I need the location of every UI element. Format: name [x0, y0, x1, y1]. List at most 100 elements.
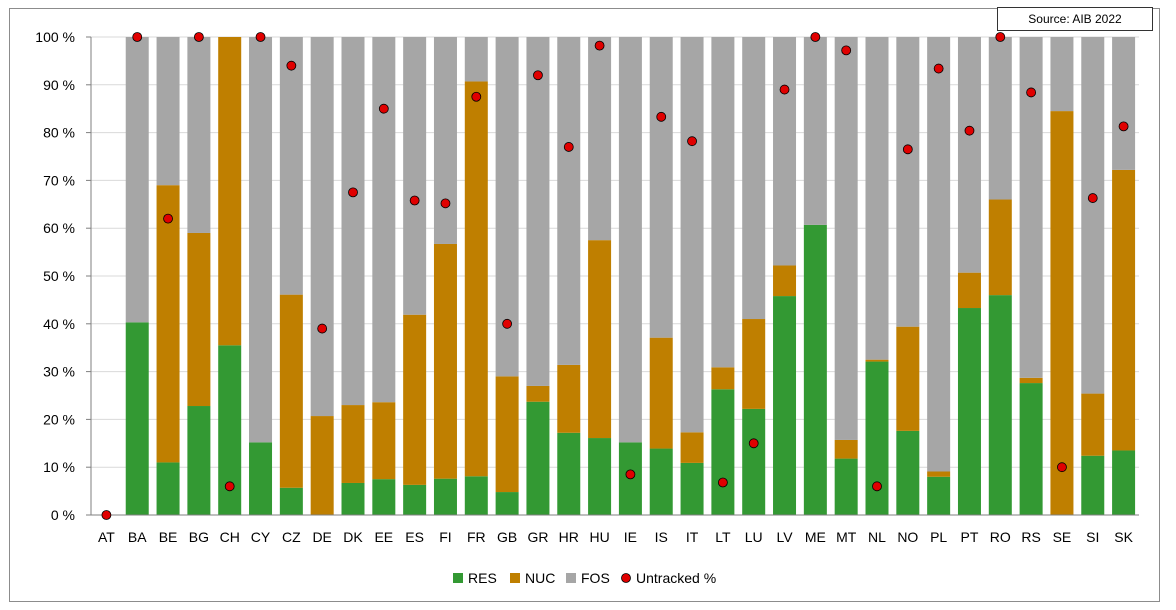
- bar-res-lu: [742, 408, 766, 515]
- x-tick-label: FR: [467, 529, 486, 545]
- bar-res-is: [649, 448, 673, 515]
- bar-nuc-gr: [526, 385, 550, 402]
- untracked-point-nl: [872, 481, 882, 492]
- bar-nuc-ch: [218, 37, 242, 346]
- bar-fos-mt: [834, 37, 858, 440]
- y-tick-label: 0 %: [51, 507, 75, 523]
- x-tick-label: SI: [1086, 529, 1099, 545]
- bar-res-si: [1081, 455, 1105, 515]
- bar-res-ee: [372, 479, 396, 515]
- bar-nuc-it: [680, 432, 704, 463]
- bar-res-cy: [249, 442, 273, 515]
- legend: RES NUC FOS Untracked %: [453, 570, 716, 586]
- bar-res-me: [803, 224, 827, 515]
- y-tick-label: 100 %: [35, 29, 75, 45]
- legend-label: NUC: [525, 570, 555, 586]
- bar-nuc-nl: [865, 359, 889, 362]
- bar-fos-pl: [927, 37, 951, 472]
- untracked-point-fi: [440, 198, 451, 209]
- bar-res-ba: [125, 322, 149, 515]
- y-tick-label: 70 %: [43, 172, 75, 188]
- bar-nuc-fi: [433, 243, 457, 479]
- y-tick-label: 60 %: [43, 220, 75, 236]
- x-tick-label: AT: [98, 529, 115, 545]
- untracked-point-pl: [933, 63, 944, 74]
- x-tick-label: NL: [868, 529, 886, 545]
- y-tick-label: 30 %: [43, 364, 75, 380]
- bar-res-no: [896, 430, 920, 515]
- bar-nuc-lt: [711, 367, 735, 390]
- bar-fos-it: [680, 37, 704, 433]
- bar-fos-ro: [988, 37, 1012, 200]
- untracked-point-fr: [471, 91, 482, 102]
- untracked-point-cz: [286, 60, 297, 71]
- x-tick-label: HU: [589, 529, 609, 545]
- untracked-point-lt: [717, 477, 728, 488]
- bar-nuc-lv: [773, 265, 797, 297]
- untracked-point-ch: [224, 481, 235, 492]
- bars: [125, 37, 1136, 515]
- y-tick-label: 80 %: [43, 125, 75, 141]
- untracked-point-it: [687, 136, 697, 147]
- legend-swatch-nuc: [510, 573, 520, 583]
- untracked-point-se: [1057, 462, 1067, 473]
- bar-res-nl: [865, 361, 889, 515]
- bar-fos-gr: [526, 37, 550, 386]
- x-tick-label: FI: [439, 529, 451, 545]
- bar-nuc-sk: [1112, 169, 1136, 451]
- bar-nuc-is: [649, 337, 673, 449]
- x-tick-label: CZ: [282, 529, 301, 545]
- bar-nuc-se: [1050, 111, 1074, 515]
- bar-res-gr: [526, 401, 550, 515]
- bar-fos-lu: [742, 37, 766, 320]
- bar-fos-lv: [773, 37, 797, 266]
- untracked-point-hr: [563, 142, 574, 152]
- bar-nuc-fr: [464, 81, 488, 477]
- bar-nuc-bg: [187, 232, 211, 407]
- legend-swatch-res: [453, 573, 463, 583]
- untracked-point-lu: [748, 438, 759, 449]
- untracked-point-gr: [533, 70, 543, 81]
- bar-nuc-cz: [279, 294, 303, 488]
- x-tick-label: PT: [961, 529, 979, 545]
- untracked-point-ro: [995, 32, 1006, 42]
- x-tick-label: CY: [251, 529, 271, 545]
- bar-nuc-lu: [742, 319, 766, 409]
- bar-nuc-hu: [588, 240, 612, 439]
- y-tick-label: 20 %: [43, 411, 75, 427]
- untracked-point-gb: [502, 318, 513, 329]
- bar-nuc-gb: [495, 376, 519, 493]
- bar-res-fi: [433, 478, 457, 515]
- x-tick-label: LU: [745, 529, 763, 545]
- bar-fos-cz: [279, 37, 303, 295]
- bar-nuc-pt: [957, 272, 981, 309]
- bar-nuc-be: [156, 185, 180, 463]
- bar-fos-be: [156, 37, 180, 186]
- bar-fos-fr: [464, 37, 488, 82]
- untracked-point-at: [101, 510, 112, 520]
- bar-nuc-si: [1081, 393, 1105, 456]
- bar-fos-cy: [249, 37, 273, 443]
- bar-fos-de: [310, 37, 334, 417]
- bar-res-mt: [834, 458, 858, 515]
- bar-res-it: [680, 462, 704, 515]
- legend-label: FOS: [581, 570, 610, 586]
- bar-res-ch: [218, 345, 242, 515]
- bar-nuc-no: [896, 326, 920, 431]
- bar-res-ro: [988, 295, 1012, 515]
- x-tick-label: IT: [686, 529, 699, 545]
- untracked-point-ee: [378, 103, 389, 114]
- bar-res-cz: [279, 487, 303, 515]
- source-note: Source: AIB 2022: [997, 7, 1153, 31]
- untracked-point-be: [163, 213, 173, 224]
- x-tick-label: SK: [1114, 529, 1133, 545]
- x-tick-label: NO: [897, 529, 918, 545]
- x-tick-label: BG: [189, 529, 209, 545]
- bar-fos-hr: [557, 37, 581, 365]
- untracked-point-no: [902, 144, 913, 155]
- bar-fos-is: [649, 37, 673, 338]
- x-tick-label: EE: [374, 529, 393, 545]
- x-tick-label: ES: [405, 529, 424, 545]
- bar-fos-me: [803, 37, 827, 225]
